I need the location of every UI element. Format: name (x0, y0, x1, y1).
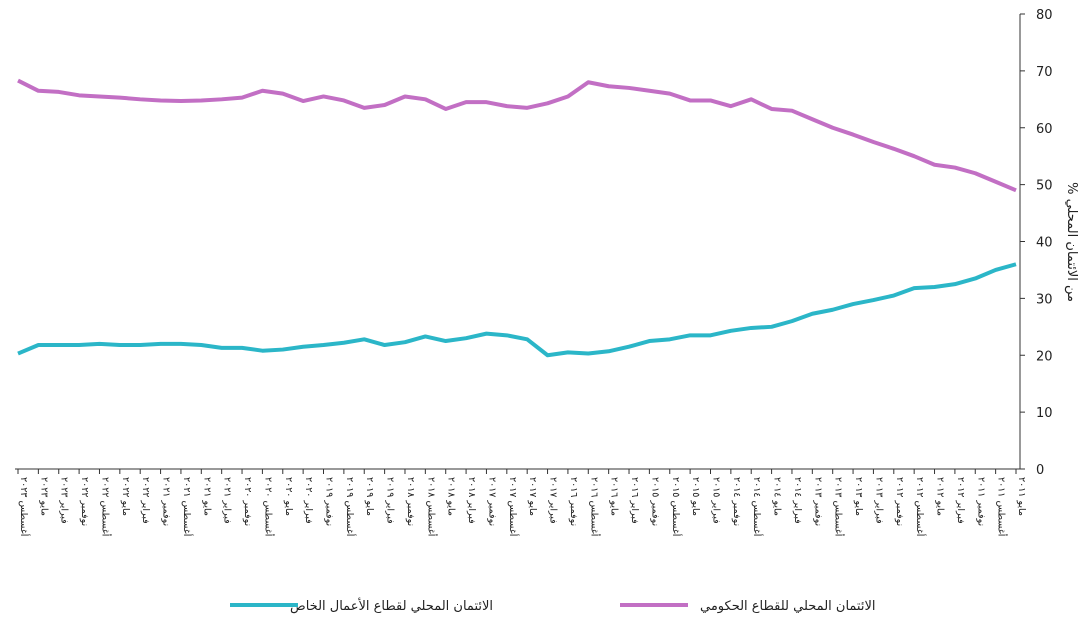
x-tick-label: مايو ٢٠١١ (1016, 477, 1027, 516)
x-tick-label: أغسطس ٢٠١٤ (751, 477, 764, 537)
x-tick-label: مايو ٢٠١٧ (527, 477, 538, 516)
x-tick-label: مايو ٢٠٢١ (201, 477, 212, 516)
x-tick-label: فبراير ٢٠١٨ (466, 477, 477, 524)
y-tick-label: 60 (1036, 122, 1053, 137)
x-tick-label: نوفمبر ٢٠٢١ (161, 477, 172, 526)
x-tick-label: أغسطس ٢٠٢٣ (18, 477, 31, 537)
x-tick-label: نوفمبر ٢٠٢٢ (79, 477, 90, 526)
x-tick-label: أغسطس ٢٠٢٠ (262, 477, 275, 537)
x-tick-label: مايو ٢٠١٣ (853, 477, 864, 516)
x-tick-label: نوفمبر ٢٠١٥ (649, 477, 660, 526)
legend-label: الائتمان المحلي لقطاع الأعمال الخاص (290, 597, 493, 614)
y-tick-label: 70 (1036, 65, 1053, 80)
y-tick-label: 0 (1036, 463, 1044, 478)
x-tick-label: أغسطس ٢٠١١ (996, 477, 1009, 537)
x-tick-label: نوفمبر ٢٠١٣ (812, 477, 823, 526)
x-tick-label: مايو ٢٠١٩ (364, 477, 375, 516)
x-tick-label: فبراير ٢٠٢٢ (140, 477, 151, 524)
y-tick-label: 30 (1036, 292, 1053, 307)
x-tick-label: فبراير ٢٠١٥ (710, 477, 721, 524)
x-tick-label: فبراير ٢٠١٢ (955, 477, 966, 524)
x-tick-label: نوفمبر ٢٠١١ (975, 477, 986, 526)
x-tick-label: أغسطس ٢٠١٧ (507, 477, 520, 537)
x-tick-label: مايو ٢٠٢٢ (120, 477, 131, 516)
x-tick-label: أغسطس ٢٠٢٢ (99, 477, 112, 537)
x-tick-label: مايو ٢٠١٦ (609, 477, 620, 516)
y-tick-label: 20 (1036, 349, 1053, 364)
x-tick-label: نوفمبر ٢٠١٢ (894, 477, 905, 526)
x-tick-label: نوفمبر ٢٠١٦ (568, 477, 579, 526)
x-tick-label: نوفمبر ٢٠١٧ (486, 477, 497, 526)
x-tick-label: أغسطس ٢٠١٨ (425, 477, 438, 537)
x-tick-label: فبراير ٢٠١٩ (385, 477, 396, 524)
x-tick-label: مايو ٢٠١٨ (446, 477, 457, 516)
x-tick-label: أغسطس ٢٠١٦ (588, 477, 601, 537)
x-tick-label: فبراير ٢٠١٣ (873, 477, 884, 524)
x-tick-label: فبراير ٢٠١٦ (629, 477, 640, 524)
x-tick-label: مايو ٢٠١٤ (772, 477, 783, 516)
y-tick-label: 40 (1036, 236, 1053, 251)
y-tick-label: 50 (1036, 179, 1053, 194)
x-tick-label: فبراير ٢٠١٧ (548, 477, 559, 524)
x-tick-label: أغسطس ٢٠١٩ (344, 477, 357, 537)
x-tick-label: فبراير ٢٠١٤ (792, 477, 803, 524)
x-tick-label: نوفمبر ٢٠١٤ (731, 477, 742, 526)
y-tick-label: 80 (1036, 8, 1053, 23)
x-tick-label: نوفمبر ٢٠٢٠ (242, 477, 253, 526)
x-tick-label: فبراير ٢٠٢٠ (303, 477, 314, 524)
x-tick-label: مايو ٢٠٢٠ (283, 477, 294, 516)
x-tick-label: أغسطس ٢٠١٥ (670, 477, 683, 537)
series-line (17, 262, 1017, 358)
y-axis-title: % من الائتمان المحلي (1064, 182, 1079, 302)
x-tick-label: فبراير ٢٠٢١ (222, 477, 233, 524)
x-tick-label: نوفمبر ٢٠١٨ (405, 477, 416, 526)
y-tick-label: 10 (1036, 406, 1053, 421)
x-tick-label: أغسطس ٢٠١٣ (833, 477, 846, 537)
x-tick-label: أغسطس ٢٠٢١ (181, 477, 194, 537)
series-line (17, 78, 1017, 193)
x-tick-label: نوفمبر ٢٠١٩ (324, 477, 335, 526)
x-tick-label: مايو ٢٠٢٣ (38, 477, 49, 516)
x-tick-label: فبراير ٢٠٢٣ (59, 477, 70, 524)
x-tick-label: أغسطس ٢٠١٢ (914, 477, 927, 537)
x-tick-label: مايو ٢٠١٢ (935, 477, 946, 516)
legend-label: الائتمان المحلي للقطاع الحكومي (700, 599, 876, 614)
x-tick-label: مايو ٢٠١٥ (690, 477, 701, 516)
